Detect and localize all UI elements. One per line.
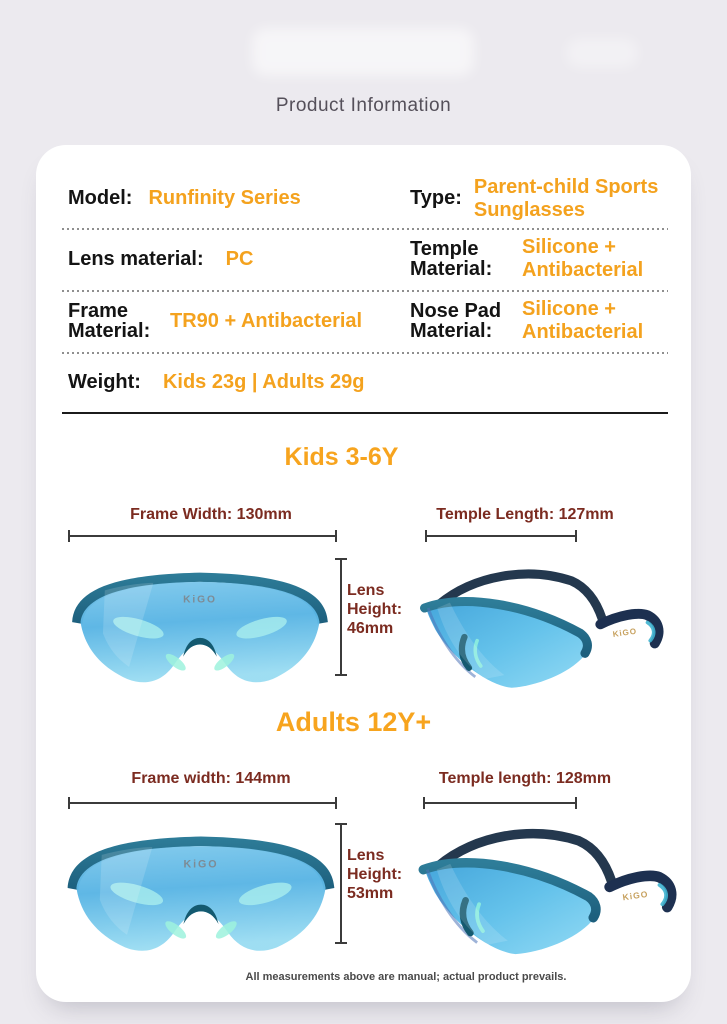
adults-temple-length-measure-line [423, 797, 577, 809]
kids-temple-length-label: Temple Length: 127mm [436, 506, 614, 523]
kids-frame-width-measure-line [68, 530, 337, 542]
watermark-blob [252, 28, 474, 76]
nose-pad-material-label: Nose Pad Material: [410, 299, 502, 342]
kids-section-title: Kids 3-6Y [284, 443, 399, 471]
lens-material-label: Lens material: [68, 247, 204, 270]
divider [62, 290, 668, 292]
page-title: Product Information [275, 95, 452, 116]
model-value: Runfinity Series [148, 187, 301, 209]
weight-value: Kids 23g | Adults 29g [162, 370, 365, 393]
temple-material-label: Temple Material: [410, 237, 493, 280]
kids-front-glasses-image [60, 553, 340, 693]
adults-temple-length-label: Temple length: 128mm [438, 770, 612, 787]
frame-material-value: TR90 + Antibacterial [170, 309, 363, 332]
model-label: Model: [68, 187, 133, 210]
measurement-disclaimer: All measurements above are manual; actua… [245, 971, 567, 983]
nose-pad-material-value: Silicone + Antibacterial [522, 298, 644, 343]
type-label: Type: [410, 187, 462, 210]
adults-lens-height-label: Lens Height: 53mm [347, 847, 403, 902]
type-value: Parent-child Sports Sunglasses [473, 175, 659, 221]
spec-row-frame-nosepad: Frame Material: TR90 + Antibacterial Nos… [36, 290, 691, 352]
kids-lens-height-measure-line [335, 558, 347, 676]
spec-row-weight: Weight: Kids 23g | Adults 29g [36, 352, 691, 412]
spec-row-model-type: Model: Runfinity Series Type: Parent-chi… [36, 169, 691, 228]
weight-label: Weight: [68, 370, 141, 393]
product-card: Model: Runfinity Series Type: Parent-chi… [36, 145, 691, 1002]
divider-solid [62, 412, 668, 414]
spec-row-lens-temple: Lens material: PC Temple Material: Silic… [36, 228, 691, 290]
adults-lens-height-measure-line [335, 823, 347, 944]
frame-material-label: Frame Material: [68, 299, 151, 342]
watermark-blob [566, 38, 638, 68]
adults-frame-width-label: Frame width: 144mm [131, 770, 291, 787]
adults-frame-width-measure-line [68, 797, 337, 809]
temple-material-value: Silicone + Antibacterial [522, 236, 644, 281]
kids-side-glasses-image [410, 550, 682, 695]
kids-temple-length-measure-line [425, 530, 577, 542]
lens-material-value: PC [225, 247, 254, 270]
divider [62, 228, 668, 230]
divider [62, 352, 668, 354]
adults-section-title: Adults 12Y+ [275, 707, 432, 737]
adults-front-glasses-image [55, 816, 347, 962]
kids-frame-width-label: Frame Width: 130mm [130, 506, 292, 523]
adults-side-glasses-image [408, 808, 696, 962]
kids-lens-height-label: Lens Height: 46mm [347, 582, 403, 637]
